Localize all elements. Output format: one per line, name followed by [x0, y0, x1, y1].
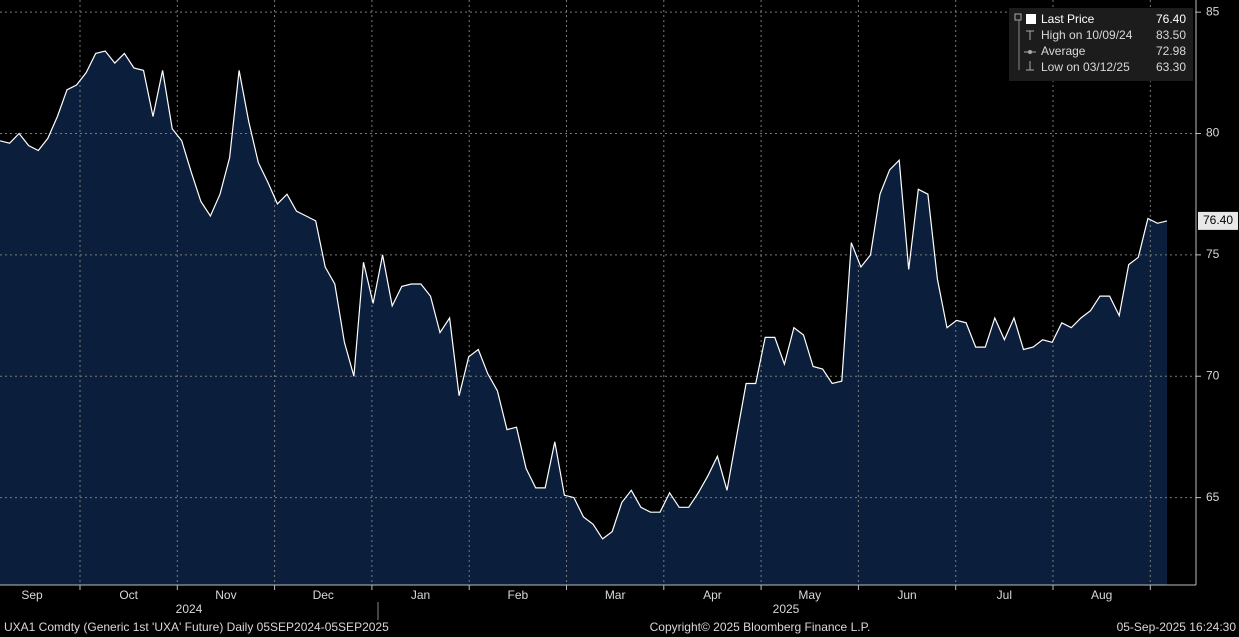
x-tick-label: Nov	[215, 588, 236, 602]
x-tick-label: Aug	[1091, 588, 1112, 602]
legend-name: High on 10/09/24	[1041, 28, 1133, 42]
footer-left: UXA1 Comdty (Generic 1st 'UXA' Future) D…	[4, 620, 389, 634]
legend-value: 76.40	[1156, 12, 1186, 26]
year-label: 2024	[176, 602, 203, 616]
legend-icon	[1028, 50, 1032, 54]
legend-value: 72.98	[1156, 44, 1186, 58]
plot-area	[0, 0, 1196, 585]
y-tick-label: 70	[1206, 368, 1220, 382]
legend-value: 63.30	[1156, 60, 1186, 74]
legend	[1009, 8, 1193, 81]
legend-value: 83.50	[1156, 28, 1186, 42]
x-tick-label: Mar	[605, 588, 626, 602]
y-tick-label: 80	[1206, 126, 1220, 140]
legend-icon	[1014, 13, 1022, 21]
legend-name: Last Price	[1041, 12, 1095, 26]
y-tick-label: 75	[1206, 247, 1220, 261]
x-tick-label: Jul	[997, 588, 1012, 602]
price-line	[0, 50, 1168, 540]
footer-center: Copyright© 2025 Bloomberg Finance L.P.	[650, 620, 871, 634]
last-price-tag	[1198, 211, 1238, 230]
last-price-tag-label: 76.40	[1203, 213, 1233, 227]
footer-right: 05-Sep-2025 16:24:30	[1117, 620, 1237, 634]
x-tick-label: Dec	[313, 588, 334, 602]
x-tick-label: Oct	[119, 588, 138, 602]
x-tick-label: Jan	[411, 588, 430, 602]
x-tick-label: May	[798, 588, 821, 602]
year-label: 2025	[773, 602, 800, 616]
x-tick-label: Sep	[21, 588, 43, 602]
legend-name: Low on 03/12/25	[1041, 60, 1130, 74]
price-area	[0, 51, 1167, 585]
x-tick-label: Jun	[897, 588, 916, 602]
x-tick-label: Apr	[703, 588, 722, 602]
y-tick-label: 65	[1206, 490, 1220, 504]
legend-swatch	[1026, 14, 1036, 24]
legend-name: Average	[1041, 44, 1086, 58]
legend-box	[1009, 8, 1193, 81]
y-tick-label: 85	[1206, 4, 1220, 18]
x-tick-label: Feb	[508, 588, 529, 602]
